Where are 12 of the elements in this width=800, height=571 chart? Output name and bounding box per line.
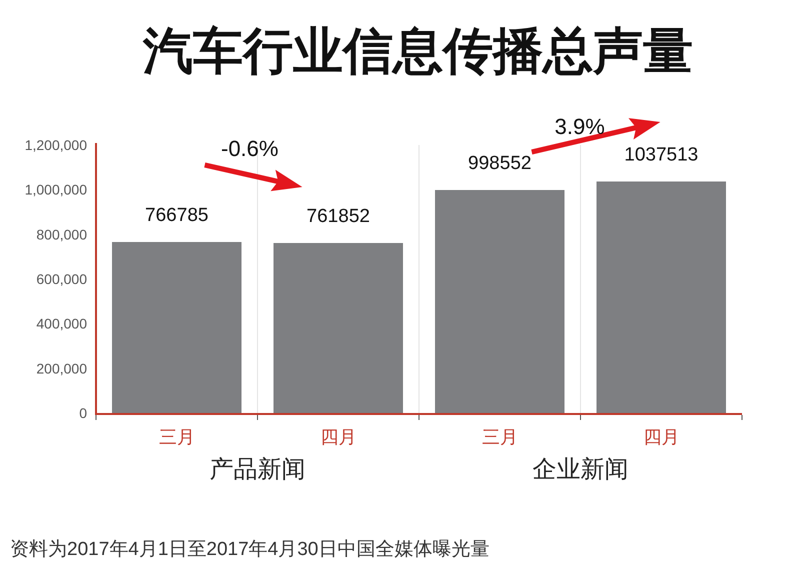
y-tick-label: 0 [79,405,87,421]
y-tick-label: 1,200,000 [24,137,87,153]
x-tick-label: 三月 [158,427,195,447]
y-tick-label: 600,000 [36,271,87,287]
y-tick-label: 200,000 [36,360,87,376]
y-tick-label: 1,000,000 [24,182,87,198]
x-tick-label: 四月 [643,427,680,447]
x-tick-label: 四月 [320,427,356,447]
y-tick-label: 400,000 [36,316,87,332]
y-tick-label: 800,000 [36,226,87,242]
x-tick-label: 三月 [482,427,518,447]
title: 汽车行业信息传播总声量 [143,23,693,79]
